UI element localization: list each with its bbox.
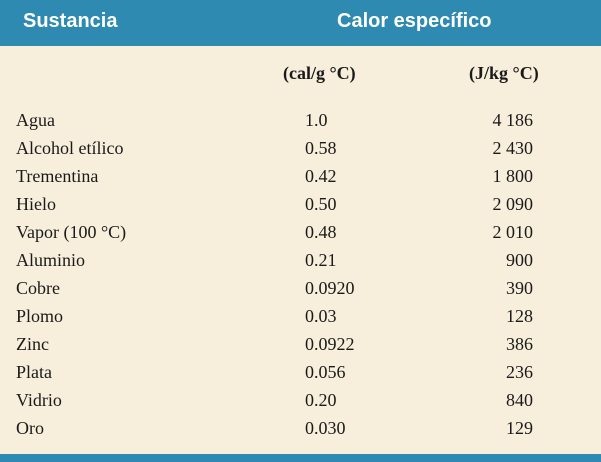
cell-substance: Vidrio (16, 390, 62, 410)
header-substance: Sustancia (23, 10, 118, 32)
table-row: Vidrio 0.20 840 (0, 387, 601, 413)
cell-substance: Plata (16, 362, 52, 382)
table-row: Plata 0.056 236 (0, 359, 601, 385)
cell-cal: 0.20 (305, 390, 337, 410)
cell-joule: 2 430 (492, 138, 534, 158)
unit-joule: (J/kg °C) (469, 63, 539, 83)
cell-substance: Oro (16, 418, 44, 438)
table-row: Oro 0.030 129 (0, 415, 601, 441)
cell-substance: Alcohol etílico (16, 138, 124, 158)
cell-joule: 390 (506, 278, 533, 298)
cell-substance: Aluminio (16, 250, 86, 270)
table-row: Hielo 0.50 2 090 (0, 191, 601, 217)
cell-joule: 128 (506, 306, 533, 326)
cell-joule: 386 (506, 334, 533, 354)
table-row: Cobre 0.0920 390 (0, 275, 601, 301)
cell-substance: Hielo (16, 194, 56, 214)
cell-joule: 236 (506, 362, 533, 382)
table-row: Plomo 0.03 128 (0, 303, 601, 329)
cell-cal: 0.48 (305, 222, 337, 242)
cell-cal: 0.58 (305, 138, 337, 158)
cell-substance: Agua (16, 110, 55, 130)
cell-cal: 0.03 (305, 306, 337, 326)
cell-cal: 0.0922 (305, 334, 355, 354)
cell-cal: 0.42 (305, 166, 337, 186)
cell-substance: Zinc (16, 334, 49, 354)
cell-substance: Plomo (16, 306, 64, 326)
table-header: Sustancia Calor específico (0, 0, 601, 46)
table-row: Trementina 0.42 1 800 (0, 163, 601, 189)
cell-substance: Vapor (100 °C) (16, 222, 127, 242)
cell-cal: 1.0 (305, 110, 328, 130)
cell-cal: 0.21 (305, 250, 337, 270)
cell-cal: 0.030 (305, 418, 346, 438)
cell-cal: 0.50 (305, 194, 337, 214)
cell-joule: 2 090 (492, 194, 534, 214)
unit-cal: (cal/g °C) (283, 63, 356, 83)
cell-joule: 840 (506, 390, 533, 410)
cell-joule: 900 (506, 250, 533, 270)
cell-joule: 2 010 (492, 222, 534, 242)
cell-joule: 1 800 (492, 166, 534, 186)
bottom-rule (0, 454, 601, 462)
cell-joule: 129 (506, 418, 533, 438)
table-row: Agua 1.0 4 186 (0, 107, 601, 133)
table-row: Zinc 0.0922 386 (0, 331, 601, 357)
cell-substance: Cobre (16, 278, 60, 298)
cell-cal: 0.0920 (305, 278, 355, 298)
cell-substance: Trementina (16, 166, 99, 186)
cell-cal: 0.056 (305, 362, 346, 382)
table-row: Aluminio 0.21 900 (0, 247, 601, 273)
cell-joule: 4 186 (492, 110, 534, 130)
table-row: Vapor (100 °C) 0.48 2 010 (0, 219, 601, 245)
table-row: Alcohol etílico 0.58 2 430 (0, 135, 601, 161)
header-specific-heat: Calor específico (337, 10, 492, 32)
